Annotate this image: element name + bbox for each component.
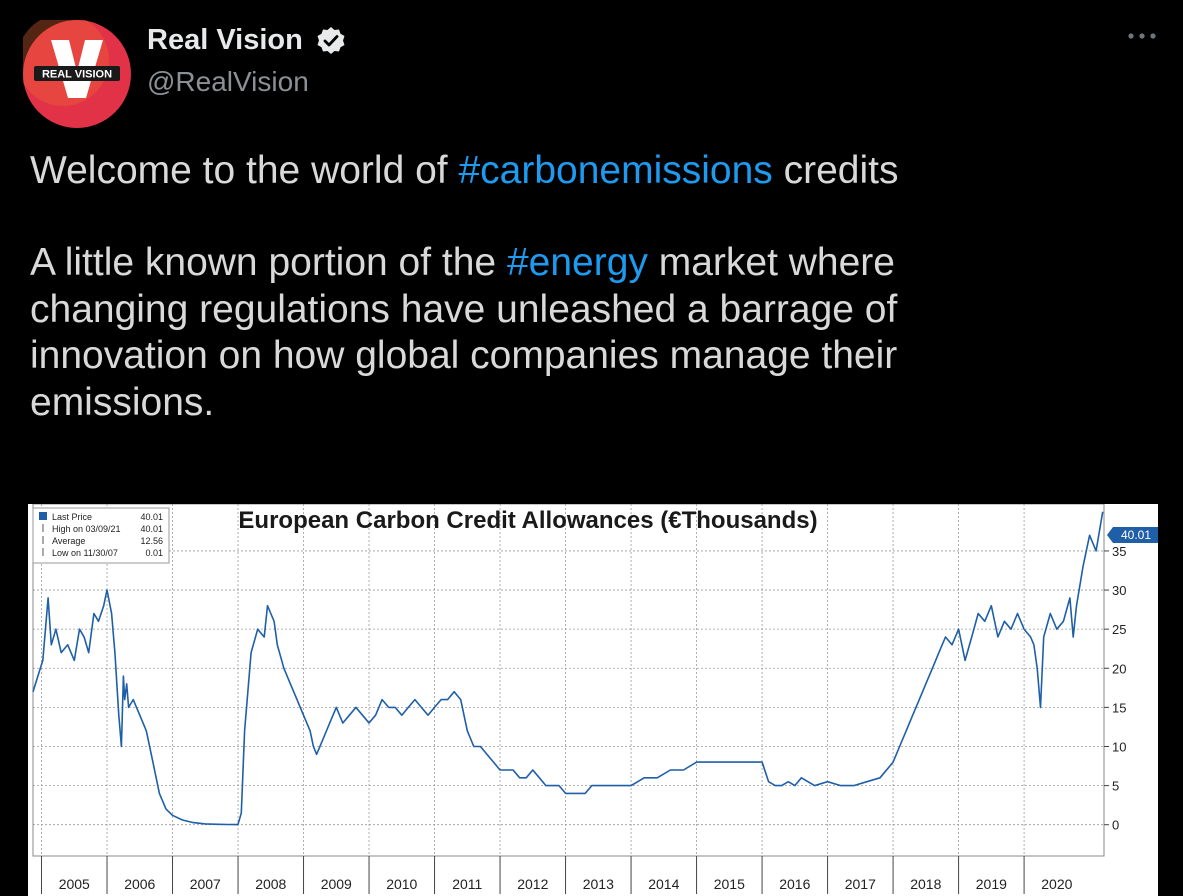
legend-value: 12.56 xyxy=(140,536,163,546)
x-tick-label: 2011 xyxy=(452,876,482,892)
legend-label: Average xyxy=(52,536,85,546)
y-tick-label: 10 xyxy=(1112,739,1126,754)
x-tick-label: 2008 xyxy=(255,876,286,892)
avatar-label: REAL VISION xyxy=(42,69,112,81)
tweet-text: Welcome to the world of #carbonemissions… xyxy=(30,148,1090,426)
real-vision-logo-icon xyxy=(51,40,103,98)
x-tick-label: 2010 xyxy=(386,876,417,892)
tweet-text-segment: market where xyxy=(647,241,895,285)
legend-label: High on 03/09/21 xyxy=(52,524,121,534)
tweet-line-2: A little known portion of the #energy ma… xyxy=(30,240,1090,286)
chart-background xyxy=(28,504,1158,896)
y-axis: 0 5 10 15 20 25 30 35 xyxy=(1104,544,1126,833)
series-line xyxy=(32,511,1104,826)
x-axis: 2005 2006 2007 2008 2009 2010 2011 2012 2013 2014… xyxy=(41,856,1073,894)
tweet-text-segment: credits xyxy=(772,149,899,192)
x-tick-label: 2005 xyxy=(59,876,90,892)
more-horizontal-icon[interactable] xyxy=(1124,26,1160,46)
display-name[interactable]: Real Vision xyxy=(147,24,303,56)
chart-image[interactable]: 0 5 10 15 20 25 30 35 2005 2006 2007 2008 2009 2010 2… xyxy=(28,504,1158,896)
x-tick-label: 2020 xyxy=(1041,876,1072,892)
x-tick-label: 2017 xyxy=(845,876,876,892)
tweet-line-1: Welcome to the world of #carbonemissions… xyxy=(30,148,1090,194)
handle[interactable]: @RealVision xyxy=(147,66,309,97)
x-tick-label: 2018 xyxy=(910,876,941,892)
legend-value: 40.01 xyxy=(140,512,163,522)
tweet-text-segment: Welcome to the world of xyxy=(30,149,459,192)
tweet-line-3: changing regulations have unleashed a ba… xyxy=(30,287,898,331)
tweet-text-segment: A little known portion of the xyxy=(30,241,507,285)
legend-box xyxy=(32,507,170,564)
chart-grid xyxy=(33,504,1104,856)
last-price-badge-shape xyxy=(1107,527,1158,543)
chart-legend: Last Price 40.01 High on 03/09/21 40.01 Aver… xyxy=(32,507,170,564)
hashtag-link-carbonemissions[interactable]: #carbonemissions xyxy=(458,149,773,192)
last-price-badge: 40.01 xyxy=(1107,527,1158,543)
legend-label: Last Price xyxy=(52,512,92,522)
legend-value: 40.01 xyxy=(140,524,163,534)
x-tick-label: 2015 xyxy=(714,876,745,892)
x-tick-label: 2007 xyxy=(190,876,221,892)
legend-label: Low on 11/30/07 xyxy=(52,548,118,558)
y-tick-label: 30 xyxy=(1112,583,1126,598)
y-tick-label: 25 xyxy=(1112,622,1126,637)
x-tick-label: 2019 xyxy=(976,876,1007,892)
verified-badge-icon xyxy=(317,27,345,54)
y-tick-label: 5 xyxy=(1112,779,1119,794)
legend-value: 0.01 xyxy=(145,548,163,558)
x-tick-label: 2012 xyxy=(517,876,548,892)
avatar-label-band xyxy=(34,66,120,81)
last-price-badge-label: 40.01 xyxy=(1121,528,1151,542)
x-tick-label: 2016 xyxy=(779,876,810,892)
y-tick-label: 15 xyxy=(1112,700,1126,715)
hashtag-link-energy[interactable]: #energy xyxy=(506,241,648,285)
avatar[interactable]: REAL VISION xyxy=(23,20,131,128)
x-tick-label: 2013 xyxy=(583,876,614,892)
y-tick-label: 0 xyxy=(1112,818,1119,833)
tweet-line-4: innovation on how global companies manag… xyxy=(30,334,898,378)
x-tick-label: 2009 xyxy=(321,876,352,892)
chart-title: European Carbon Credit Allowances (€Thou… xyxy=(238,507,817,534)
y-tick-label: 20 xyxy=(1112,661,1126,676)
plot-frame xyxy=(32,504,1105,857)
x-tick-label: 2006 xyxy=(124,876,155,892)
tweet-line-5: emissions. xyxy=(30,380,215,424)
x-tick-label: 2014 xyxy=(648,876,679,892)
legend-swatch xyxy=(39,512,47,520)
y-tick-label: 35 xyxy=(1112,544,1126,559)
